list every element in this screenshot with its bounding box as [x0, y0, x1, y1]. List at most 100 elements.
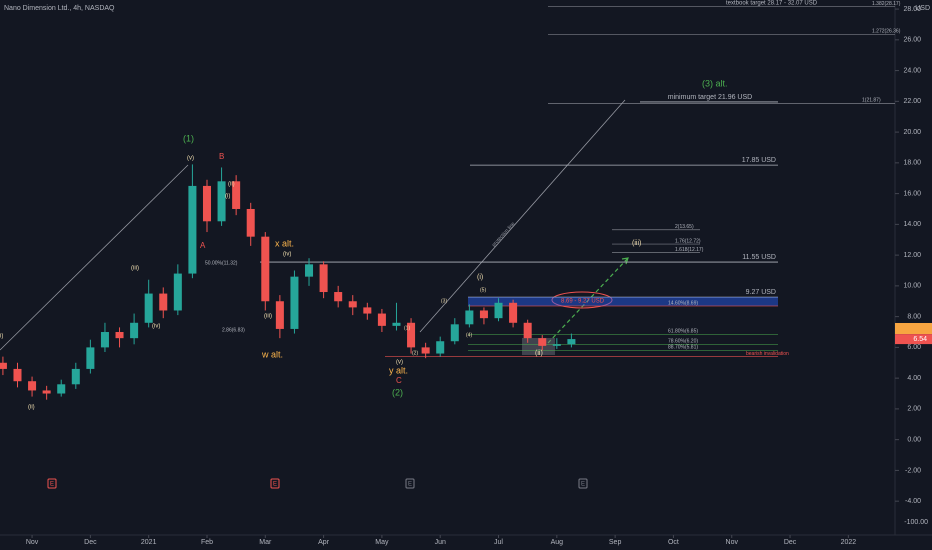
fib-label: 1.76(12.72): [675, 238, 701, 244]
event-marker: [47, 478, 57, 489]
candle-body: [421, 347, 430, 354]
x-tick-label: 2021: [141, 539, 157, 546]
x-tick-label: Mar: [259, 539, 272, 546]
event-label: E: [408, 482, 412, 488]
candle-body: [392, 322, 401, 326]
candle-body: [130, 322, 139, 339]
fib-label: 1.382(28.17): [872, 1, 901, 7]
wave-label: (v): [187, 156, 194, 162]
wave-label: (iii): [131, 266, 139, 272]
y-tick-label: 4.00: [907, 375, 921, 382]
y-tick-label: 20.00: [903, 129, 921, 136]
y-tick-label: 6.00: [907, 344, 921, 351]
y-tick-label: 26.00: [903, 37, 921, 44]
candle-body: [523, 322, 532, 339]
candle-body: [509, 302, 518, 323]
candle-body: [261, 236, 270, 302]
candle-body: [28, 381, 37, 391]
candle-body: [173, 273, 182, 311]
protection-line: [419, 99, 626, 333]
target-zone: [468, 297, 778, 307]
fib-label: 1.618(12.17): [675, 247, 704, 253]
zone-box: [522, 338, 555, 355]
target-ellipse: [551, 291, 613, 309]
candle-body: [57, 384, 66, 394]
event-marker: [578, 478, 588, 489]
candle-body: [159, 293, 168, 311]
candle-body: [334, 292, 343, 302]
fib-label: 14.60%(8.69): [668, 300, 698, 306]
y-tick-label: 12.00: [903, 252, 921, 259]
wave-label: (v): [396, 360, 403, 366]
level-label: minimum target 21.96 USD: [668, 94, 752, 101]
wave-label: 50.00%(11.32): [205, 260, 238, 266]
candle-body: [348, 301, 357, 308]
y-tick-label: 14.00: [903, 221, 921, 228]
candle-body: [202, 185, 211, 222]
candle-body: [115, 332, 124, 339]
y-tick-label: 28.00: [903, 6, 921, 13]
candle-body: [479, 310, 488, 319]
wave-label: C: [396, 376, 402, 385]
level-label: 17.85 USD: [742, 157, 776, 164]
x-tick-label: Jul: [494, 539, 503, 546]
candle-body: [13, 368, 22, 382]
wave-label: (iv): [152, 324, 160, 330]
candle-body: [552, 344, 561, 346]
candle-body: [436, 341, 445, 354]
x-tick-label: Dec: [784, 539, 797, 546]
fib-label: 78.60%(6.20): [668, 339, 698, 345]
candle-body: [465, 310, 474, 325]
x-tick-label: Nov: [726, 539, 739, 546]
candle-body: [188, 185, 197, 274]
projection-arrow: [547, 257, 629, 344]
candle-body: [450, 324, 459, 342]
fib-label: 1(21.87): [862, 98, 881, 104]
event-marker: [270, 478, 280, 489]
y-tick-label: 2.00: [907, 406, 921, 413]
event-marker: [405, 478, 415, 489]
level-label: 9.27 USD: [746, 289, 776, 296]
wave-label: (1): [183, 133, 194, 143]
candle-body: [0, 362, 7, 369]
wave-label: (ii): [28, 405, 35, 411]
candle-body: [275, 301, 284, 329]
indicator-price-box: [895, 323, 932, 334]
x-tick-label: 2022: [841, 539, 857, 546]
candle-body: [494, 302, 503, 319]
candle-body: [538, 338, 547, 346]
candle-body: [407, 322, 416, 348]
wave-label: (3) alt.: [702, 78, 728, 88]
last-price-label: 6.54: [913, 336, 927, 343]
y-tick-label: 16.00: [903, 190, 921, 197]
wave-label: (iii): [632, 240, 641, 247]
candle-body: [319, 264, 328, 293]
chart-title: Nano Dimension Ltd., 4h, NASDAQ: [4, 5, 115, 12]
x-tick-label: Nov: [26, 539, 39, 546]
wave-label: (i): [477, 274, 483, 281]
event-label: E: [581, 482, 585, 488]
y-tick-label: 8.00: [907, 313, 921, 320]
candle-body: [144, 293, 153, 323]
event-label: E: [273, 482, 277, 488]
candle-body: [86, 347, 95, 369]
trend-line: [0, 164, 189, 351]
y-tick-label: 0.00: [907, 437, 921, 444]
candle-body: [71, 368, 80, 385]
y-tick-label: 18.00: [903, 160, 921, 167]
wave-label: (iv): [283, 252, 291, 258]
candle-body: [363, 307, 372, 314]
x-tick-label: Aug: [551, 539, 564, 546]
level-label: 11.55 USD: [742, 254, 776, 261]
fib-label: 61.80%(6.85): [668, 329, 698, 335]
wave-label: 2.86(6.83): [222, 327, 245, 333]
y-tick-label: 24.00: [903, 67, 921, 74]
candle-body: [377, 313, 386, 326]
x-tick-label: May: [375, 539, 389, 546]
wave-label: (2): [412, 350, 418, 356]
wave-label: (ii): [535, 350, 543, 357]
wave-label: w alt.: [261, 349, 283, 359]
wave-label: B: [219, 152, 224, 161]
